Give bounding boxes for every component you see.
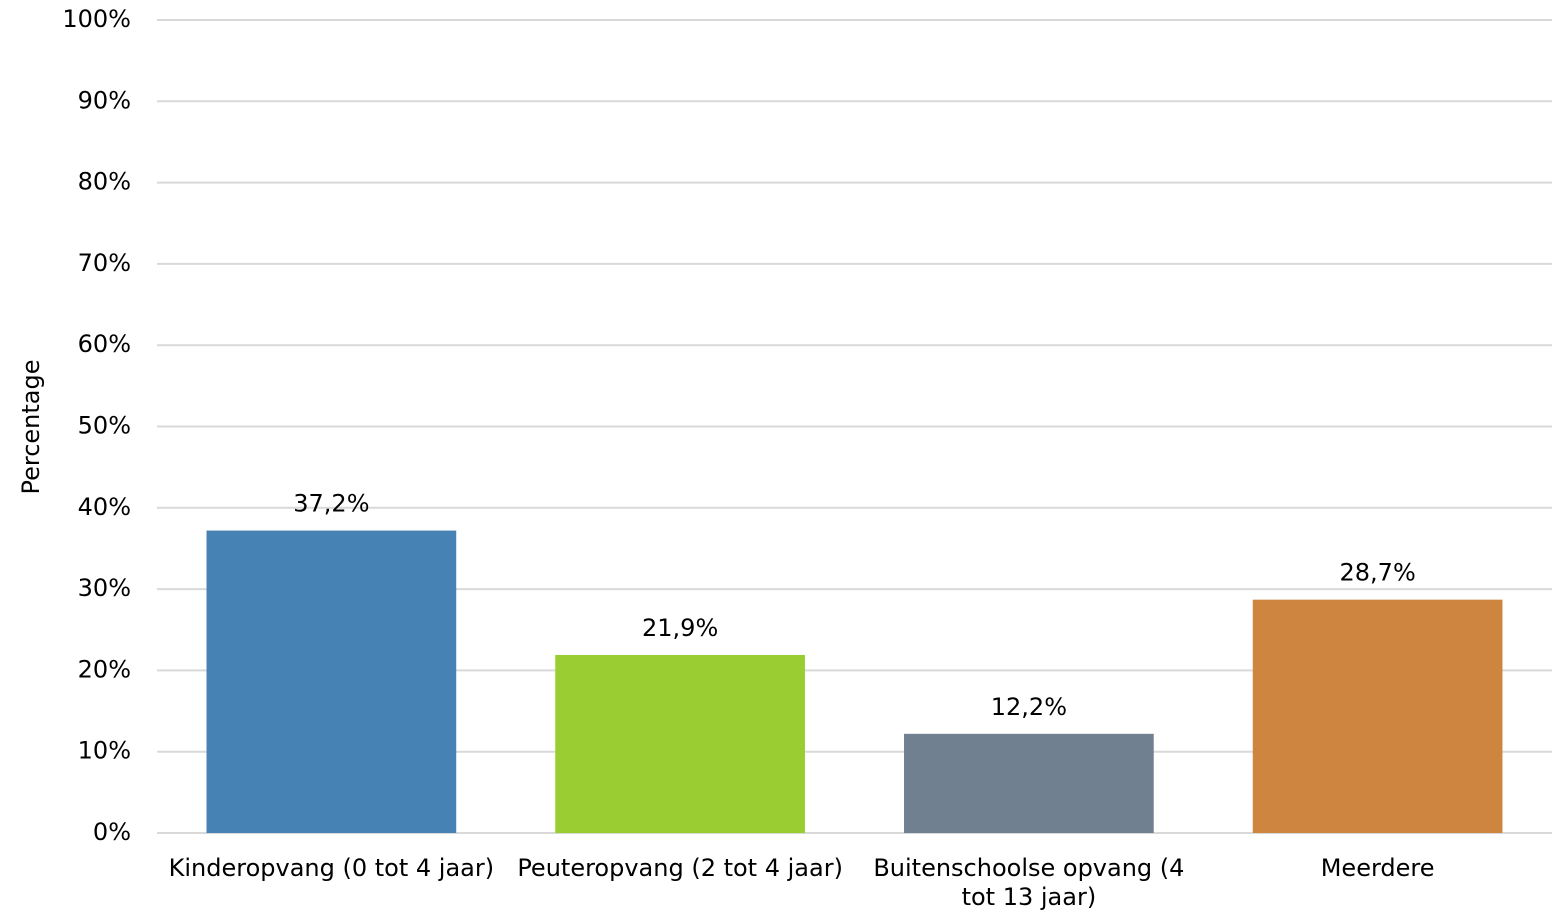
data-label: 21,9% [642, 614, 718, 642]
y-tick-label: 40% [78, 493, 131, 521]
data-label: 12,2% [991, 693, 1067, 721]
x-tick-label: Kinderopvang (0 tot 4 jaar) [168, 854, 495, 882]
data-label: 28,7% [1340, 559, 1416, 587]
x-tick-label: Meerdere [1320, 854, 1435, 882]
y-tick-label: 10% [78, 737, 131, 765]
bar [206, 530, 457, 833]
bar [904, 733, 1154, 833]
y-tick-label: 60% [78, 330, 131, 358]
y-tick-label: 30% [78, 574, 131, 602]
y-tick-label: 80% [78, 168, 131, 196]
y-tick-label: 50% [78, 412, 131, 440]
bar [1252, 599, 1503, 833]
y-tick-label: 90% [78, 86, 131, 114]
y-tick-label: 70% [78, 249, 131, 277]
bar [555, 654, 805, 833]
y-tick-label: 100% [62, 5, 131, 33]
x-tick-label: Buitenschoolse opvang (4 tot 13 jaar) [873, 854, 1185, 911]
y-tick-label: 20% [78, 655, 131, 683]
y-tick-label: 0% [93, 818, 131, 846]
y-axis-label: Percentage [17, 359, 45, 494]
x-tick-label: Peuteropvang (2 tot 4 jaar) [517, 854, 843, 882]
data-label: 37,2% [293, 490, 369, 518]
